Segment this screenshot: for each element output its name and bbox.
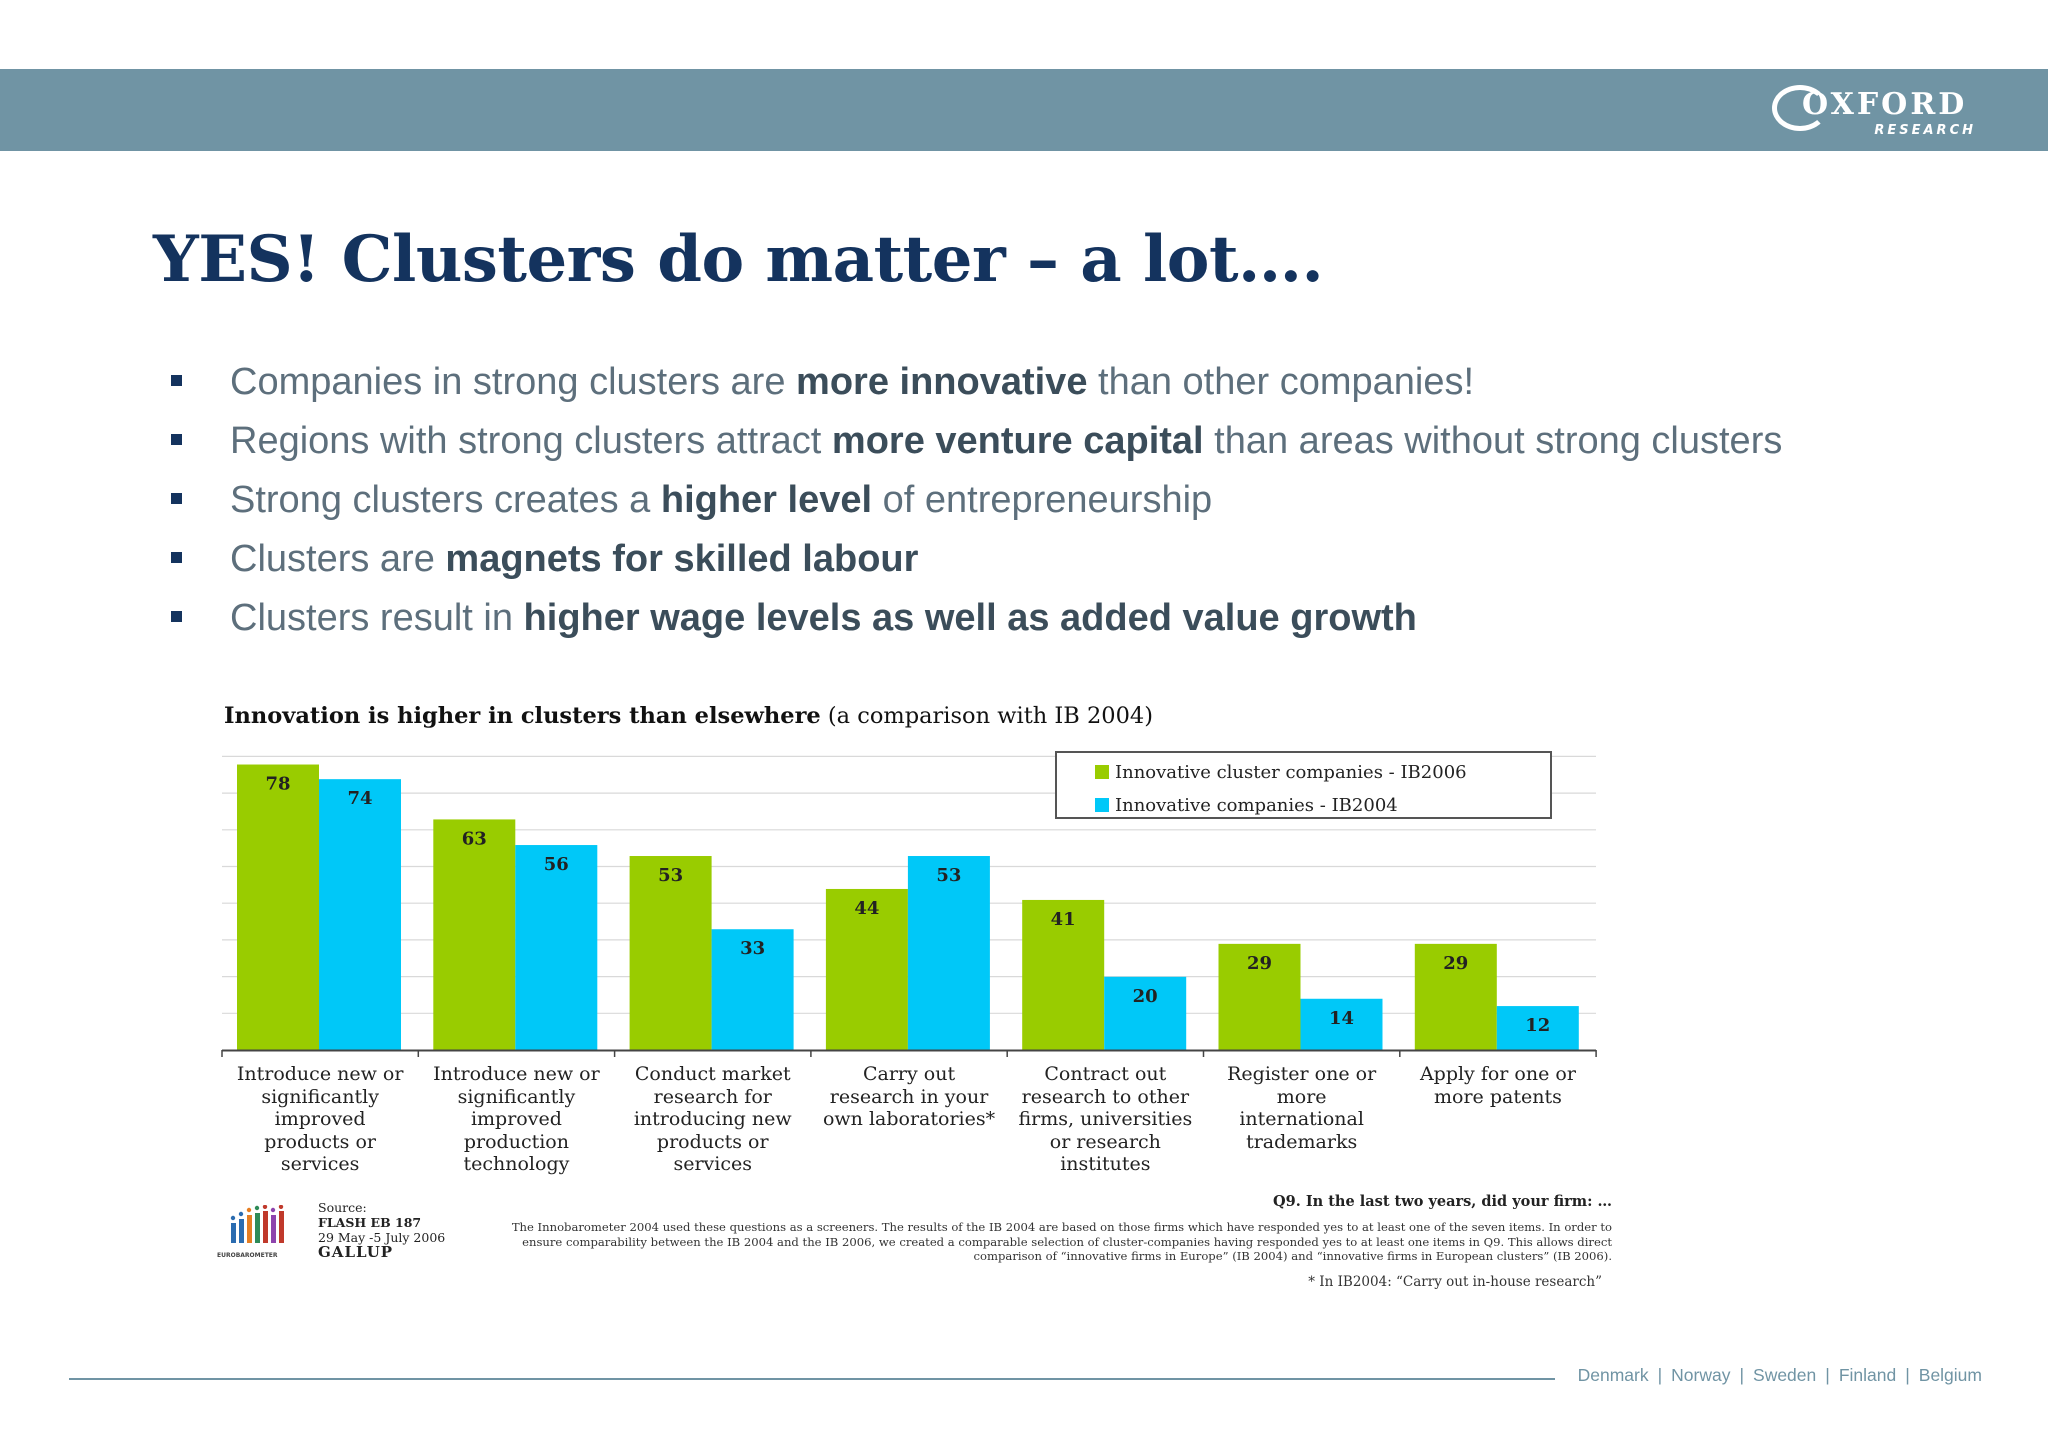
bar-chart: 78 74 63 56 53 33 44 53 41 20 29 14 29 12 bbox=[221, 755, 1597, 1057]
source-gallup: GALLUP bbox=[318, 1243, 394, 1261]
bar-value-label: 33 bbox=[740, 938, 765, 959]
eurobarometer-logo-text: EUROBAROMETER bbox=[217, 1252, 278, 1259]
logo-main-text: OXFORD bbox=[1802, 87, 1968, 122]
bar-value-label: 20 bbox=[1133, 986, 1158, 1007]
separator: | bbox=[1825, 1365, 1830, 1385]
oxford-research-logo: OXFORD RESEARCH bbox=[1772, 69, 1982, 151]
country-norway: Norway bbox=[1671, 1365, 1731, 1385]
bar-all-2004 bbox=[319, 779, 401, 1050]
chart-title-rest: (a comparison with IB 2004) bbox=[820, 703, 1153, 729]
bar-cluster-2006 bbox=[1022, 899, 1105, 1050]
country-sweden: Sweden bbox=[1753, 1365, 1817, 1385]
bar-all-2004 bbox=[711, 929, 794, 1050]
bar-value-label: 78 bbox=[265, 774, 290, 795]
methodology-note: The Innobarometer 2004 used these questi… bbox=[511, 1220, 1612, 1263]
bar-value-label: 44 bbox=[854, 898, 879, 919]
legend-swatch-green bbox=[1095, 765, 1109, 779]
separator: | bbox=[1657, 1365, 1663, 1385]
bar-all-2004 bbox=[907, 856, 990, 1050]
bar-all-2004 bbox=[1496, 1006, 1579, 1050]
category-label: Register one or more international trade… bbox=[1227, 1063, 1377, 1153]
bullet-item: Regions with strong clusters attract mor… bbox=[168, 417, 1782, 476]
bar-cluster-2006 bbox=[629, 856, 712, 1050]
separator: | bbox=[1905, 1365, 1910, 1385]
source-label: Source: bbox=[318, 1200, 367, 1215]
category-label: Introduce new or significantly improved … bbox=[236, 1063, 404, 1175]
slide-title: YES! Clusters do matter – a lot…. bbox=[153, 222, 1324, 297]
category-label: Conduct market research for introducing … bbox=[633, 1063, 792, 1175]
bullet-square-icon bbox=[171, 375, 182, 386]
bullet-item: Companies in strong clusters are more in… bbox=[168, 358, 1782, 417]
bar-value-label: 12 bbox=[1525, 1015, 1550, 1036]
bar-cluster-2006 bbox=[433, 819, 516, 1050]
logo-sub-text: RESEARCH bbox=[1874, 123, 1976, 138]
bar-cluster-2006 bbox=[1218, 943, 1301, 1050]
bullet-item: Strong clusters creates a higher level o… bbox=[168, 476, 1782, 535]
bullet-square-icon bbox=[171, 434, 182, 445]
bullet-item: Clusters are magnets for skilled labour bbox=[168, 535, 1782, 594]
bar-all-2004 bbox=[515, 845, 598, 1050]
category-label: Carry out research in your own laborator… bbox=[822, 1063, 996, 1130]
bar-all-2004 bbox=[1104, 976, 1187, 1050]
category-label: Contract out research to other firms, un… bbox=[1018, 1063, 1193, 1175]
chart-legend: Innovative cluster companies - IB2006 In… bbox=[1055, 751, 1552, 819]
source-dates: 29 May -5 July 2006 bbox=[318, 1230, 446, 1245]
bullet-square-icon bbox=[171, 493, 182, 504]
legend-item: Innovative cluster companies - IB2006 bbox=[1095, 762, 1467, 783]
country-belgium: Belgium bbox=[1918, 1365, 1982, 1385]
bullet-list: Companies in strong clusters are more in… bbox=[168, 358, 1782, 653]
separator: | bbox=[1739, 1365, 1745, 1385]
source-block: Source: FLASH EB 187 29 May -5 July 2006… bbox=[318, 1200, 445, 1260]
logo-swoosh-icon bbox=[1772, 85, 1828, 131]
bar-value-label: 56 bbox=[544, 854, 569, 875]
chart-title: Innovation is higher in clusters than el… bbox=[224, 703, 1153, 729]
bar-value-label: 63 bbox=[462, 828, 487, 849]
header-bar: OXFORD RESEARCH bbox=[0, 69, 2048, 151]
bar-value-label: 29 bbox=[1443, 953, 1468, 974]
bar-cluster-2006 bbox=[237, 764, 319, 1050]
country-finland: Finland bbox=[1838, 1365, 1897, 1385]
eurobarometer-logo: EUROBAROMETER bbox=[217, 1205, 284, 1259]
footnote: * In IB2004: “Carry out in-house researc… bbox=[1308, 1274, 1602, 1290]
country-denmark: Denmark bbox=[1577, 1365, 1649, 1385]
bar-value-label: 14 bbox=[1329, 1008, 1354, 1029]
bar-value-label: 74 bbox=[347, 788, 372, 809]
category-label: Introduce new or significantly improved … bbox=[433, 1063, 600, 1175]
bar-all-2004 bbox=[1300, 998, 1383, 1050]
bullet-square-icon bbox=[171, 552, 182, 563]
legend-item: Innovative companies - IB2004 bbox=[1095, 795, 1398, 816]
footer-divider bbox=[69, 1378, 1555, 1380]
bar-value-label: 53 bbox=[658, 865, 683, 886]
bar-value-label: 53 bbox=[936, 865, 961, 886]
bar-value-label: 41 bbox=[1051, 909, 1076, 930]
bullet-item: Clusters result in higher wage levels as… bbox=[168, 594, 1782, 653]
chart-title-bold: Innovation is higher in clusters than el… bbox=[224, 703, 821, 729]
bar-cluster-2006 bbox=[1414, 943, 1497, 1050]
source-survey: FLASH EB 187 bbox=[318, 1215, 422, 1230]
legend-swatch-blue bbox=[1095, 798, 1109, 812]
bar-cluster-2006 bbox=[825, 888, 908, 1050]
bar-value-label: 29 bbox=[1247, 953, 1272, 974]
bullet-square-icon bbox=[171, 611, 182, 622]
footer-countries: Denmark | Norway | Sweden | Finland | Belgium bbox=[1578, 1365, 1982, 1386]
category-label: Apply for one or more patents bbox=[1419, 1063, 1576, 1108]
survey-question: Q9. In the last two years, did your firm… bbox=[1273, 1193, 1612, 1210]
